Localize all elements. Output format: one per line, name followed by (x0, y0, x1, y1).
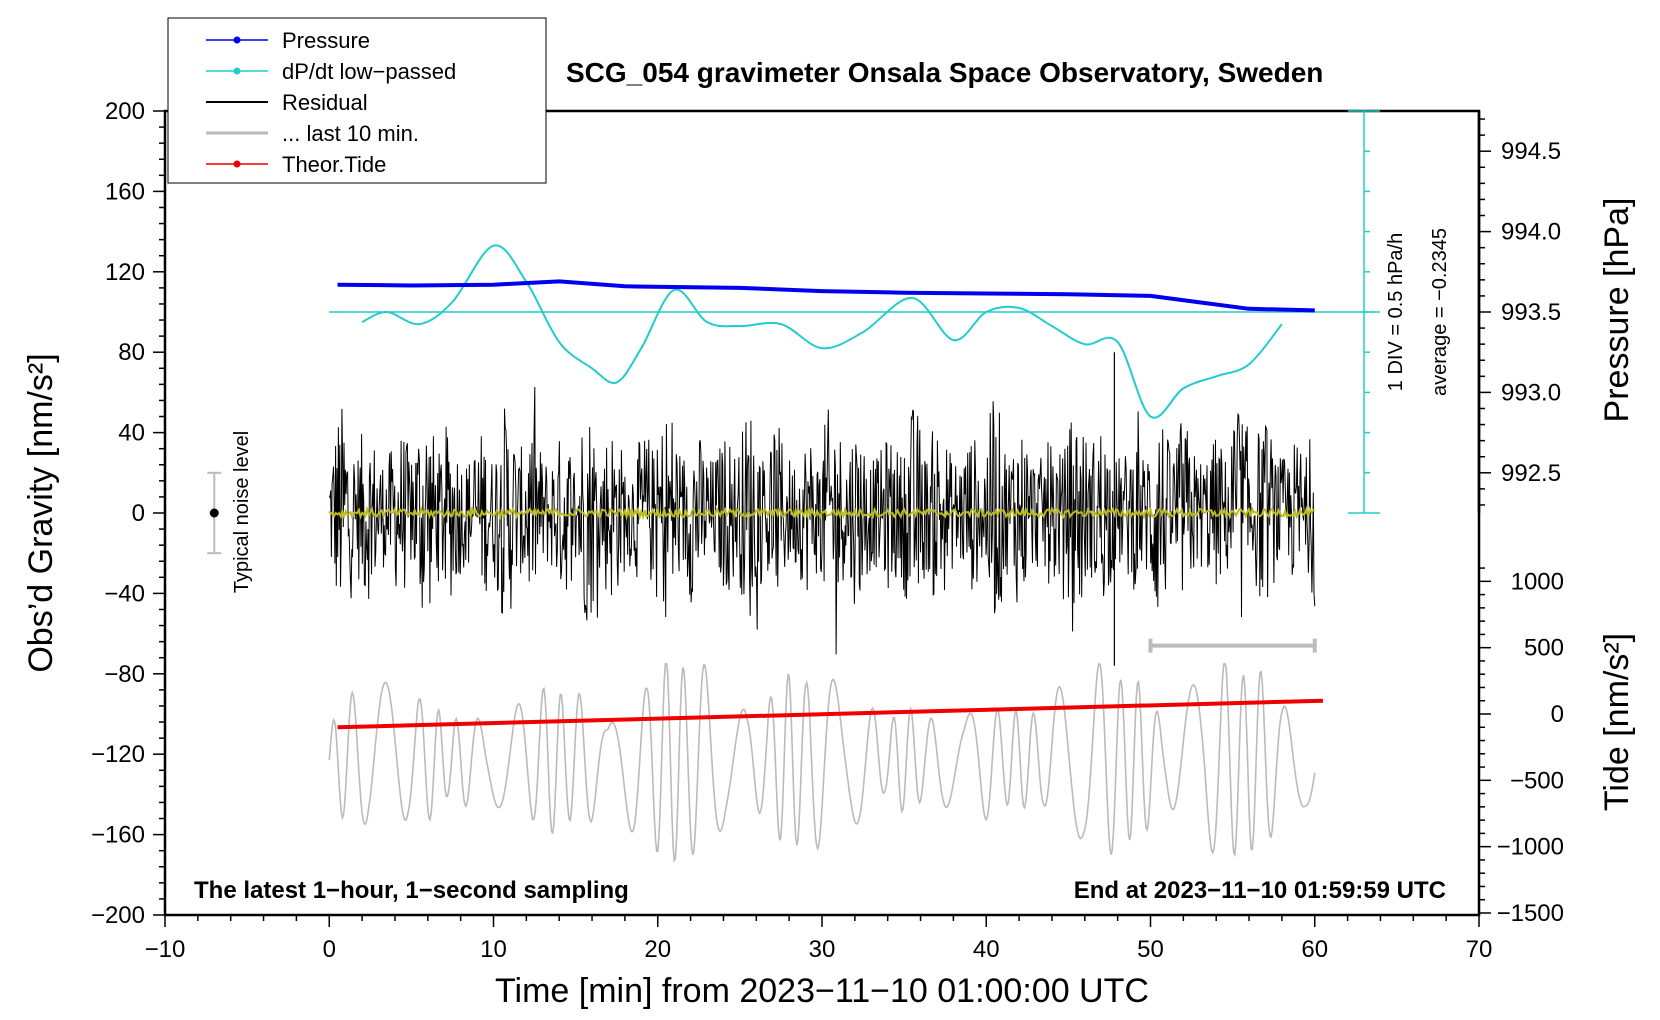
x-tick-label: 0 (323, 936, 336, 963)
pressure-tick-label: 992.5 (1501, 460, 1561, 487)
legend-label-pressure: Pressure (282, 28, 370, 53)
y-tick-label: 160 (105, 178, 145, 205)
axis-ticks: −10 0 10 20 30 40 50 60 70 200 160 120 80 40 0 −40 −80 −1… (91, 98, 1564, 963)
pressure-tick-label: 994.0 (1501, 219, 1561, 246)
x-tick-label: 10 (480, 936, 507, 963)
residual-mean-series (328, 505, 1316, 521)
last-10-min-series (328, 662, 1316, 863)
legend-label-dpdt: dP/dt low−passed (282, 59, 456, 84)
pressure-tick-label: 993.0 (1501, 379, 1561, 406)
y-tick-label: 40 (118, 420, 145, 447)
scale-div-label: 1 DIV = 0.5 hPa/h (1385, 233, 1407, 391)
tide-tick-label: 500 (1524, 635, 1564, 662)
y-tick-label: −80 (104, 661, 145, 688)
x-tick-label: 20 (644, 936, 671, 963)
dpdt-series (361, 244, 1283, 419)
y-axis-title-gravity: Obs’d Gravity [nm/s²] (22, 353, 60, 672)
tide-tick-label: −1500 (1497, 900, 1564, 927)
y-tick-label: 80 (118, 339, 145, 366)
x-tick-label: −10 (145, 936, 186, 963)
legend: Pressure dP/dt low−passed Residual ... l… (167, 17, 547, 184)
tide-series (337, 698, 1324, 730)
y-tick-label: −40 (104, 580, 145, 607)
x-tick-label: 50 (1137, 936, 1164, 963)
pressure-tick-label: 993.5 (1501, 299, 1561, 326)
annotation-end-time: End at 2023−11−10 01:59:59 UTC (1074, 877, 1446, 904)
x-tick-label: 40 (973, 936, 1000, 963)
legend-marker-tide (233, 160, 241, 168)
series-layer (207, 110, 1381, 863)
pressure-tick-label: 994.5 (1501, 138, 1561, 165)
noise-level-label: Typical noise level (231, 431, 253, 593)
y-tick-label: −160 (91, 822, 145, 849)
tide-tick-label: 1000 (1511, 568, 1564, 595)
scale-average-label: average = −0.2345 (1429, 228, 1451, 396)
annotation-sampling: The latest 1−hour, 1−second sampling (194, 877, 629, 904)
y-tick-label: 0 (132, 500, 145, 527)
x-tick-label: 30 (809, 936, 836, 963)
legend-label-tide: Theor.Tide (282, 152, 386, 177)
y-tick-label: −120 (91, 741, 145, 768)
pressure-series (337, 279, 1315, 313)
noise-level-dot (209, 508, 219, 518)
y-tick-label: −200 (91, 902, 145, 929)
x-axis-title: Time [min] from 2023−11−10 01:00:00 UTC (495, 972, 1149, 1010)
residual-series (328, 386, 1316, 655)
y-axis-title-tide: Tide [nm/s²] (1598, 633, 1636, 811)
chart-title: SCG_054 gravimeter Onsala Space Observat… (566, 57, 1323, 88)
legend-box (167, 17, 547, 184)
legend-marker-pressure (233, 36, 241, 44)
x-tick-label: 60 (1301, 936, 1328, 963)
tide-tick-label: −500 (1510, 767, 1564, 794)
legend-label-residual: Residual (282, 90, 368, 115)
legend-label-last10: ... last 10 min. (282, 121, 419, 146)
tide-tick-label: 0 (1551, 701, 1564, 728)
y-tick-label: 120 (105, 259, 145, 286)
x-tick-label: 70 (1466, 936, 1493, 963)
y-axis-title-pressure: Pressure [hPa] (1598, 198, 1636, 423)
tide-tick-label: −1000 (1497, 834, 1564, 861)
legend-marker-dpdt (233, 67, 241, 75)
y-tick-label: 200 (105, 98, 145, 125)
